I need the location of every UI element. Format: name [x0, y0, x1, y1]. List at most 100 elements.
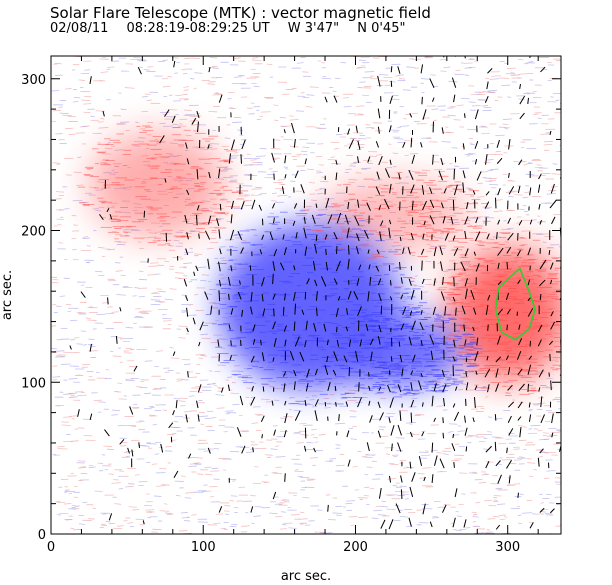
- vector-arrow: [473, 307, 477, 315]
- vector-arrow: [279, 262, 285, 271]
- vector-arrow: [186, 327, 189, 333]
- vector-arrow: [375, 265, 380, 272]
- noise-dash: [358, 516, 368, 518]
- noise-dash: [227, 98, 232, 100]
- vector-arrow: [402, 142, 406, 148]
- noise-dash: [265, 454, 273, 456]
- vector-arrow: [273, 429, 276, 436]
- vector-arrow: [295, 232, 298, 239]
- vector-arrow: [497, 280, 502, 286]
- noise-dash: [200, 333, 208, 336]
- vector-arrow: [262, 308, 266, 317]
- noise-dash: [437, 262, 441, 264]
- vector-arrow: [377, 126, 380, 134]
- noise-dash: [523, 92, 531, 95]
- noise-dash: [392, 484, 398, 487]
- vector-arrow: [218, 290, 221, 302]
- noise-dash: [387, 494, 397, 496]
- vector-arrow: [184, 214, 188, 224]
- vector-arrow: [442, 384, 447, 393]
- vector-arrow: [453, 184, 458, 196]
- vector-arrow: [486, 81, 489, 90]
- vector-arrow: [323, 323, 327, 332]
- noise-dash: [510, 74, 520, 76]
- noise-dash: [499, 60, 505, 63]
- vector-arrow: [252, 447, 254, 453]
- noise-dash: [68, 378, 78, 380]
- noise-dash: [488, 238, 495, 241]
- noise-dash: [311, 428, 317, 431]
- vector-arrow: [379, 231, 382, 241]
- vector-arrow: [412, 354, 416, 363]
- vector-arrow: [444, 232, 449, 241]
- vector-arrow: [293, 381, 296, 391]
- noise-dash: [207, 280, 212, 283]
- noise-dash: [340, 61, 346, 64]
- noise-dash: [516, 222, 521, 224]
- vector-arrow: [185, 142, 188, 149]
- vector-arrow: [368, 372, 370, 377]
- vector-arrow: [548, 340, 554, 346]
- noise-dash: [168, 109, 177, 111]
- noise-dash: [133, 322, 137, 325]
- vector-arrow: [347, 258, 350, 270]
- vector-arrow: [217, 339, 220, 347]
- noise-dash: [533, 469, 537, 471]
- vector-arrow: [347, 128, 351, 135]
- noise-dash: [293, 409, 302, 412]
- noise-dash: [144, 360, 153, 362]
- vector-arrow: [127, 447, 130, 454]
- noise-dash: [162, 409, 168, 411]
- vector-arrow: [252, 324, 256, 332]
- noise-dash: [196, 457, 203, 459]
- vector-arrow: [185, 295, 189, 301]
- noise-dash: [468, 153, 476, 155]
- noise-dash: [100, 71, 109, 73]
- vector-arrow: [397, 66, 401, 74]
- noise-dash: [450, 105, 457, 108]
- noise-dash: [85, 261, 90, 264]
- vector-arrow: [250, 396, 256, 406]
- noise-dash: [349, 137, 358, 140]
- noise-dash: [239, 143, 244, 146]
- noise-dash: [114, 503, 122, 505]
- noise-dash: [55, 191, 65, 193]
- vector-arrow: [380, 220, 384, 227]
- observation-longitude: W 3'47": [287, 21, 340, 36]
- noise-dash: [105, 312, 114, 315]
- vector-arrow: [272, 491, 277, 500]
- vector-arrow: [550, 380, 552, 391]
- vector-arrow: [218, 168, 221, 179]
- noise-dash: [503, 152, 508, 154]
- noise-dash: [414, 275, 418, 277]
- vector-arrow: [230, 229, 235, 241]
- vector-arrow: [484, 95, 489, 103]
- vector-arrow: [283, 247, 287, 256]
- vector-arrow: [376, 249, 380, 254]
- vector-arrow: [473, 251, 476, 256]
- noise-dash: [189, 115, 199, 118]
- vector-arrow: [369, 276, 372, 286]
- vector-arrow: [261, 434, 263, 439]
- vector-arrow: [474, 385, 478, 391]
- noise-dash: [484, 216, 489, 218]
- vector-arrow: [421, 185, 425, 195]
- negative-region-tail: [340, 313, 463, 390]
- vector-arrow: [389, 159, 392, 165]
- vector-arrow: [433, 278, 436, 286]
- noise-dash: [138, 270, 144, 273]
- vector-arrow: [115, 336, 118, 344]
- noise-dash: [404, 298, 412, 300]
- noise-dash: [504, 516, 508, 518]
- noise-dash: [346, 500, 356, 502]
- noise-dash: [148, 511, 155, 513]
- vector-arrow: [258, 204, 262, 211]
- noise-dash: [78, 427, 85, 429]
- vector-arrow: [252, 338, 256, 345]
- noise-dash: [433, 281, 438, 283]
- vector-arrow: [303, 216, 306, 224]
- noise-dash: [379, 74, 389, 76]
- noise-dash: [209, 370, 213, 372]
- vector-arrow: [538, 387, 541, 392]
- vector-arrow: [348, 366, 351, 377]
